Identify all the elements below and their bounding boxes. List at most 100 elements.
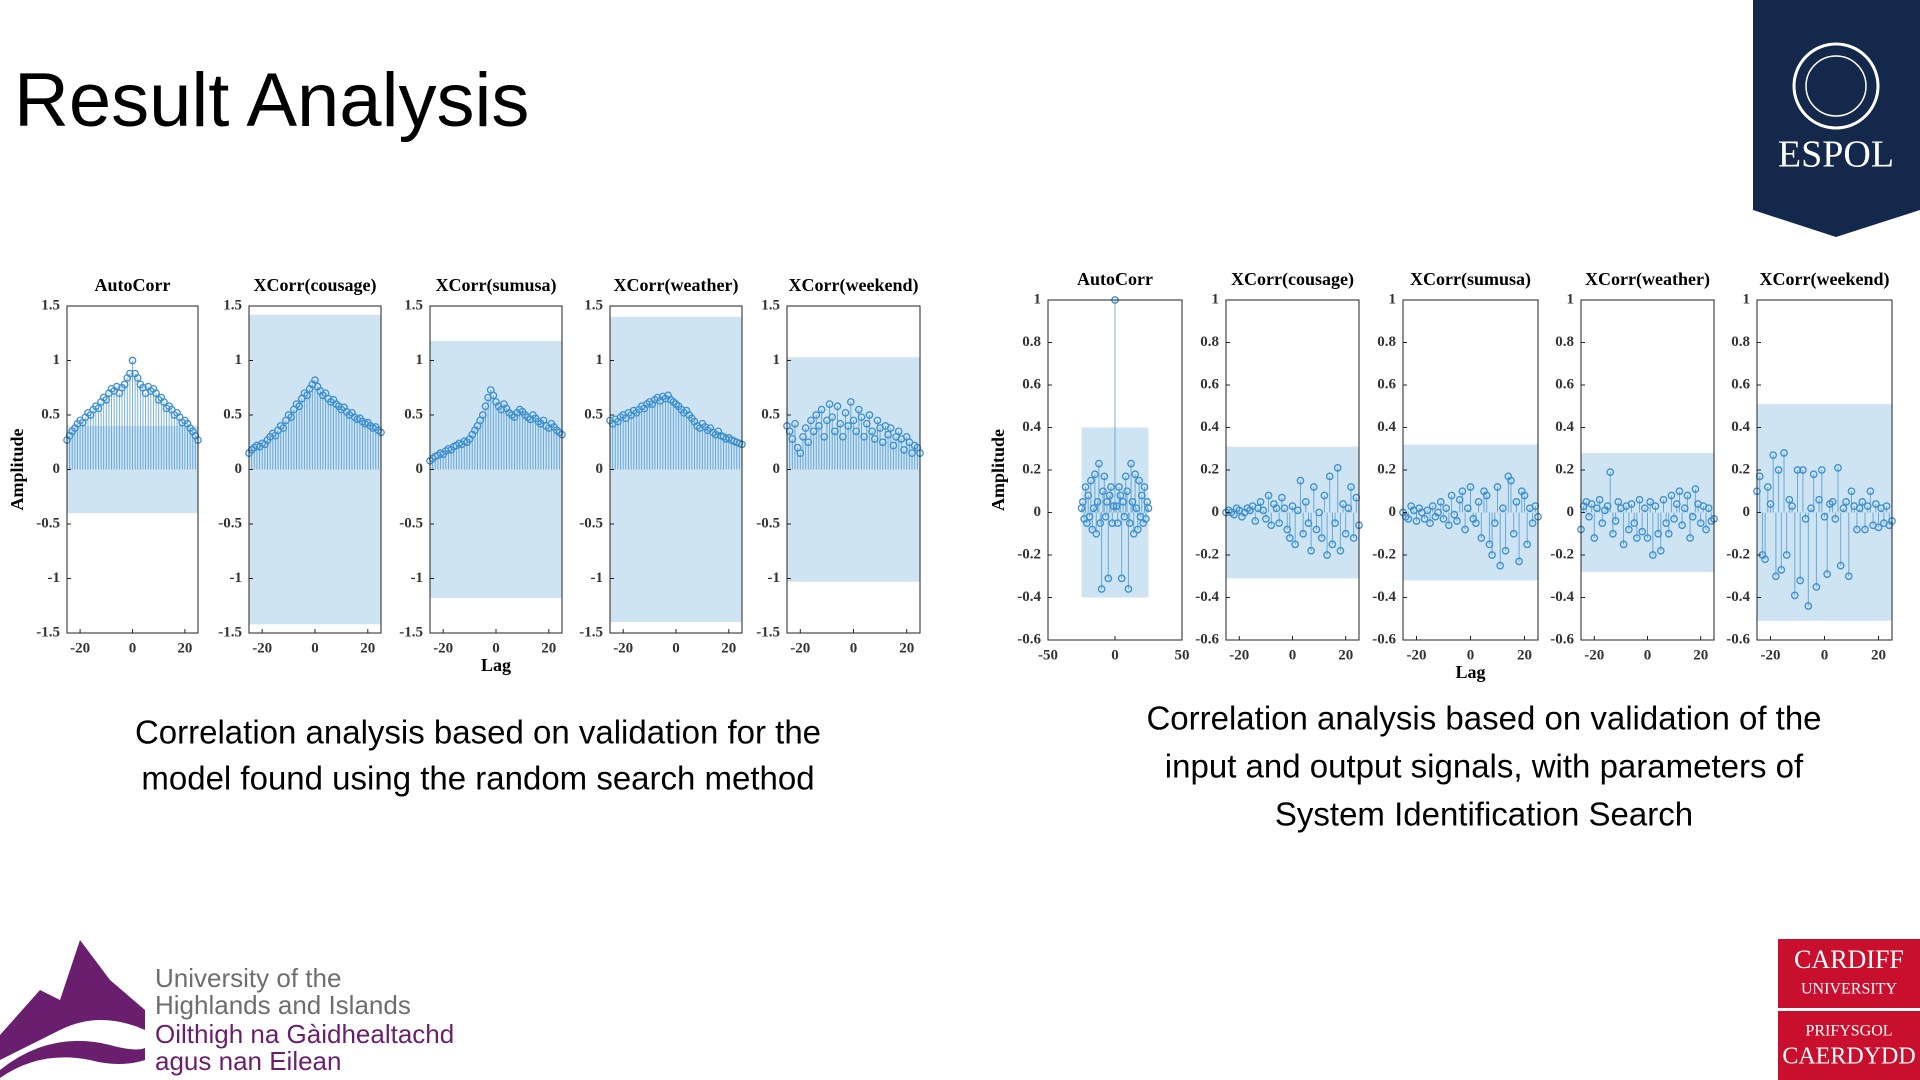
x-tick-label: 20 xyxy=(1338,647,1353,663)
x-tick-label: 20 xyxy=(721,640,736,656)
y-tick-label: 0.8 xyxy=(1022,334,1041,350)
stem-marker xyxy=(1472,519,1480,527)
stem-marker xyxy=(908,449,916,457)
stem-marker xyxy=(1593,504,1601,513)
x-tick-label: 20 xyxy=(899,640,914,656)
stem-marker xyxy=(1315,508,1323,517)
stem-marker xyxy=(839,432,847,441)
stem-marker xyxy=(1670,515,1678,523)
stem-marker xyxy=(1278,493,1286,502)
stem-marker xyxy=(1116,491,1125,500)
stem-marker xyxy=(844,422,853,430)
y-tick-label: 0.4 xyxy=(1731,419,1750,435)
chart-title: XCorr(cousage) xyxy=(254,275,377,296)
espol-seal xyxy=(1792,42,1880,130)
y-tick-label: -0.2 xyxy=(1550,546,1574,562)
y-tick-label: 0 xyxy=(596,461,604,477)
stem-marker xyxy=(1101,512,1110,521)
stem-marker xyxy=(1866,487,1875,496)
caption: System Identification Search xyxy=(1275,796,1693,833)
stem-marker xyxy=(1084,491,1093,500)
espol-seal-inner xyxy=(1805,55,1867,117)
y-tick-label: 0.6 xyxy=(1022,376,1041,392)
stem-marker xyxy=(1285,534,1294,542)
stem-marker xyxy=(1523,540,1532,549)
chart-title: AutoCorr xyxy=(95,275,171,295)
stem-marker xyxy=(295,402,304,411)
stem-marker xyxy=(1585,512,1593,521)
y-tick-label: 1 xyxy=(773,352,781,368)
stem-marker xyxy=(1654,529,1662,538)
uhi-logo: University of the Highlands and Islands … xyxy=(0,940,454,1078)
stem-marker xyxy=(1702,525,1710,534)
stem-marker xyxy=(817,405,826,414)
stem-marker xyxy=(1339,500,1347,508)
stem-marker xyxy=(1436,498,1445,506)
stem-marker xyxy=(812,411,821,419)
cardiff-box xyxy=(1778,939,1920,1008)
stem-marker xyxy=(1442,504,1451,513)
stem-marker xyxy=(1761,555,1769,564)
stem-marker xyxy=(1790,591,1799,600)
x-tick-label: -20 xyxy=(433,640,453,656)
stem-marker xyxy=(1809,470,1818,479)
stem-marker xyxy=(884,430,892,439)
stem-marker xyxy=(1836,561,1845,570)
chart-title: AutoCorr xyxy=(1077,269,1153,289)
x-tick-label: -20 xyxy=(790,640,810,656)
y-tick-label: -0.2 xyxy=(1372,546,1396,562)
y-tick-label: 0 xyxy=(1567,504,1575,520)
stem-marker xyxy=(133,374,142,382)
stem-marker xyxy=(1461,525,1469,534)
stem-marker xyxy=(1882,502,1891,510)
stem-marker xyxy=(94,404,103,413)
stem-marker xyxy=(1509,529,1518,538)
stem-marker xyxy=(126,369,134,378)
stem-marker xyxy=(279,424,288,432)
y-tick-label: 0.2 xyxy=(1200,461,1219,477)
y-tick-label: 0.5 xyxy=(223,406,242,422)
espol-banner xyxy=(1753,0,1920,237)
stem-marker xyxy=(1458,487,1467,496)
stem-marker xyxy=(160,398,168,406)
y-tick-label: -1.5 xyxy=(399,624,423,640)
stem-marker xyxy=(1793,466,1802,474)
stem-marker xyxy=(815,422,823,430)
y-tick-label: 0.5 xyxy=(761,406,780,422)
stem-marker xyxy=(1127,459,1135,468)
chart-title: XCorr(weekend) xyxy=(1760,269,1890,290)
y-tick-label: 0.6 xyxy=(1731,376,1750,392)
stem-marker xyxy=(1490,519,1499,527)
stem-marker xyxy=(894,427,903,436)
x-tick-label: -20 xyxy=(70,640,90,656)
cardiff-box xyxy=(1778,1011,1920,1080)
stem-marker xyxy=(1341,529,1350,538)
y-tick-label: -0.5 xyxy=(579,515,603,531)
x-tick-label: -20 xyxy=(1761,647,1781,663)
stem-marker xyxy=(807,416,815,425)
y-tick-label: -0.4 xyxy=(1372,589,1396,605)
x-tick-label: 0 xyxy=(672,640,680,656)
caption: input and output signals, with parameter… xyxy=(1165,748,1804,785)
stem-marker xyxy=(1140,483,1149,491)
stem-marker xyxy=(1115,483,1123,491)
stem-marker xyxy=(1450,510,1459,519)
stem-marker xyxy=(1328,540,1337,549)
stem-marker xyxy=(1823,570,1832,578)
stem-marker xyxy=(1344,504,1353,513)
y-tick-label: 1 xyxy=(1567,291,1575,307)
stem-marker xyxy=(1638,527,1647,536)
x-tick-label: 0 xyxy=(1467,647,1475,663)
stem-marker xyxy=(1691,485,1700,493)
stem-marker xyxy=(1109,502,1118,510)
caption: Correlation analysis based on validation… xyxy=(1146,700,1821,737)
x-tick-label: 0 xyxy=(1111,647,1119,663)
y-tick-label: 0 xyxy=(416,461,424,477)
stem-marker xyxy=(1675,487,1684,496)
x-tick-label: 0 xyxy=(1289,647,1297,663)
stem-marker xyxy=(1264,491,1273,500)
stem-marker xyxy=(1447,491,1456,500)
stem-marker xyxy=(1499,504,1507,513)
stem-marker xyxy=(1603,502,1612,510)
stem-marker xyxy=(1135,476,1143,485)
